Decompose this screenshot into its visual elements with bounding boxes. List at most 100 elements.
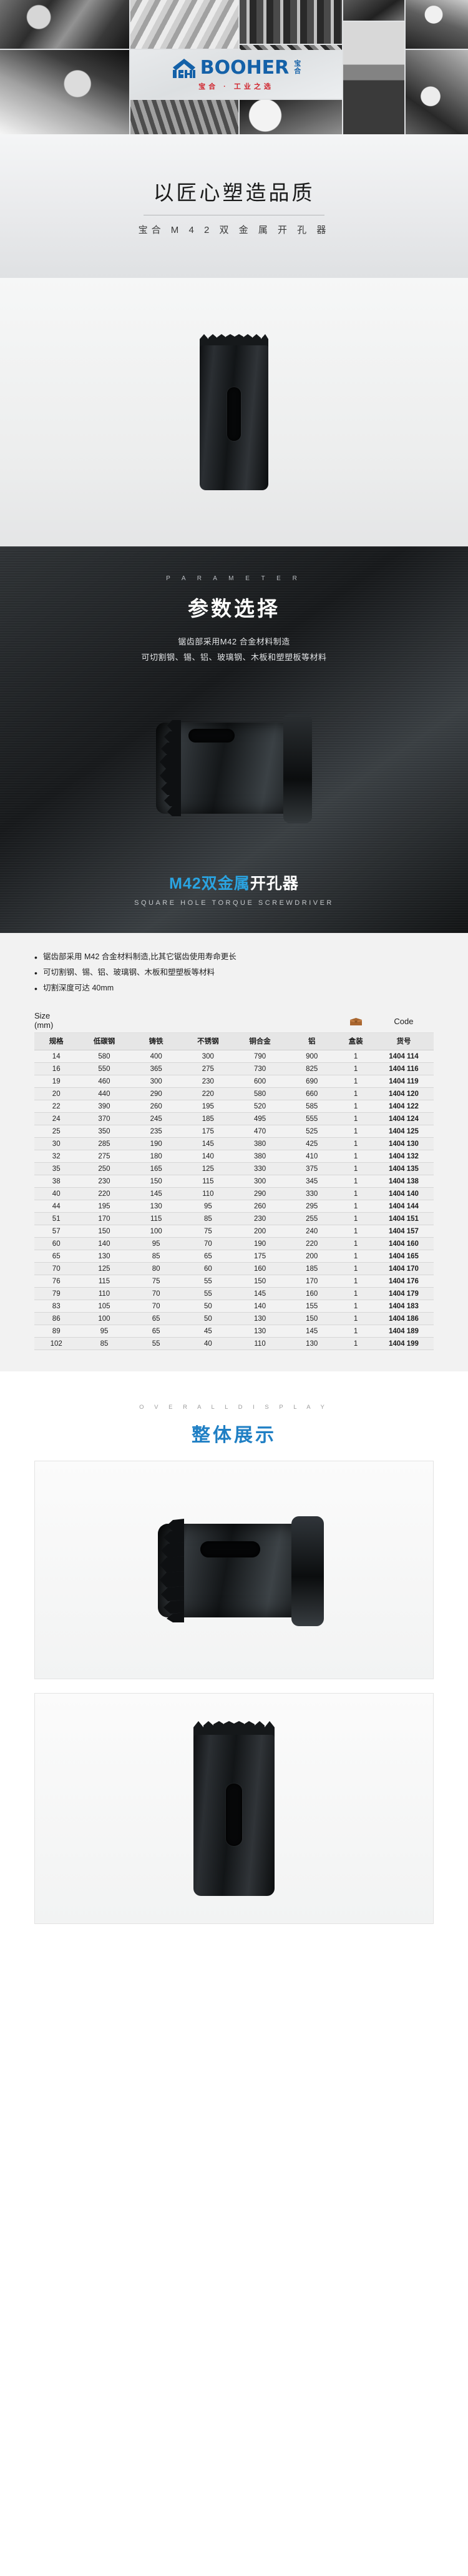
cell-copper-alloy: 380 xyxy=(233,1150,286,1163)
cell-copper-alloy: 130 xyxy=(233,1325,286,1338)
cell-low-carbon-steel: 85 xyxy=(78,1337,130,1351)
cell-code: 1404 138 xyxy=(373,1175,434,1188)
cell-cast-iron: 145 xyxy=(130,1187,182,1201)
header-cn-lowcarbon: 低碳钢 xyxy=(78,1032,130,1051)
table-row: 83 105 70 50 140 155 1 1404 183 xyxy=(34,1300,434,1313)
cell-stainless-steel: 275 xyxy=(182,1062,234,1076)
cell-size: 30 xyxy=(34,1137,79,1151)
brand-logo-plate: BOOHER 宝 合 宝合 · 工业之选 xyxy=(130,50,342,99)
cell-box-qty: 1 xyxy=(338,1312,374,1326)
parameter-kicker: P A R A M E T E R xyxy=(166,575,302,582)
cell-aluminum: 330 xyxy=(286,1187,338,1201)
table-row: 14 580 400 300 790 900 1 1404 114 xyxy=(34,1050,434,1063)
parameter-desc-2: 可切割钢、锡、铝、玻璃钢、木板和塑塑板等材料 xyxy=(141,652,327,662)
cell-low-carbon-steel: 275 xyxy=(78,1150,130,1163)
table-row: 24 370 245 185 495 555 1 1404 124 xyxy=(34,1112,434,1126)
cell-stainless-steel: 95 xyxy=(182,1200,234,1213)
cell-low-carbon-steel: 550 xyxy=(78,1062,130,1076)
table-row: 44 195 130 95 260 295 1 1404 144 xyxy=(34,1200,434,1213)
cell-stainless-steel: 230 xyxy=(182,1075,234,1088)
cell-box-qty: 1 xyxy=(338,1237,374,1251)
hero-subtitle: 宝合 M 4 2 双 金 属 开 孔 器 xyxy=(138,225,330,235)
cell-size: 38 xyxy=(34,1175,79,1188)
table-row: 76 115 75 55 150 170 1 1404 176 xyxy=(34,1275,434,1288)
cell-box-qty: 1 xyxy=(338,1325,374,1338)
cell-size: 83 xyxy=(34,1300,79,1313)
collage-photo-3 xyxy=(240,0,342,44)
cell-aluminum: 240 xyxy=(286,1225,338,1238)
collage-photo-7 xyxy=(343,22,404,134)
table-row: 60 140 95 70 190 220 1 1404 160 xyxy=(34,1237,434,1251)
cell-code: 1404 176 xyxy=(373,1275,434,1288)
cell-code: 1404 151 xyxy=(373,1212,434,1226)
cell-size: 65 xyxy=(34,1250,79,1263)
cell-aluminum: 145 xyxy=(286,1325,338,1338)
table-body: 14 580 400 300 790 900 1 1404 114 16 550 365 275 730… xyxy=(34,1050,434,1351)
cell-size: 60 xyxy=(34,1237,79,1251)
cell-aluminum: 155 xyxy=(286,1300,338,1313)
header-size-unit: (mm) xyxy=(34,1020,54,1030)
cell-low-carbon-steel: 250 xyxy=(78,1162,130,1176)
cell-box-qty: 1 xyxy=(338,1225,374,1238)
cell-cast-iron: 190 xyxy=(130,1137,182,1151)
table-row: 19 460 300 230 600 690 1 1404 119 xyxy=(34,1075,434,1088)
cell-aluminum: 220 xyxy=(286,1237,338,1251)
collage-photo-2 xyxy=(130,0,238,49)
cell-cast-iron: 130 xyxy=(130,1200,182,1213)
cell-size: 102 xyxy=(34,1337,79,1351)
collage-photo-5 xyxy=(406,0,468,49)
hole-saw-illustration-angled xyxy=(156,713,312,823)
table-row: 65 130 85 65 175 200 1 1404 165 xyxy=(34,1250,434,1263)
header-blank-5 xyxy=(286,1007,338,1032)
cell-aluminum: 900 xyxy=(286,1050,338,1063)
cell-stainless-steel: 85 xyxy=(182,1212,234,1226)
cell-aluminum: 170 xyxy=(286,1275,338,1288)
table-row: 22 390 260 195 520 585 1 1404 122 xyxy=(34,1100,434,1113)
cell-code: 1404 132 xyxy=(373,1150,434,1163)
cell-low-carbon-steel: 230 xyxy=(78,1175,130,1188)
cell-copper-alloy: 160 xyxy=(233,1262,286,1276)
cell-low-carbon-steel: 150 xyxy=(78,1225,130,1238)
cell-cast-iron: 115 xyxy=(130,1212,182,1226)
cell-size: 70 xyxy=(34,1262,79,1276)
cell-copper-alloy: 110 xyxy=(233,1337,286,1351)
collage-photo-1 xyxy=(0,0,129,49)
product-name-block: M42双金属开孔器 SQUARE HOLE TORQUE SCREWDRIVER xyxy=(0,871,468,933)
cell-box-qty: 1 xyxy=(338,1187,374,1201)
cell-code: 1404 157 xyxy=(373,1225,434,1238)
cell-stainless-steel: 300 xyxy=(182,1050,234,1063)
cell-low-carbon-steel: 580 xyxy=(78,1050,130,1063)
specification-table: Size (mm) xyxy=(34,1007,434,1351)
cell-box-qty: 1 xyxy=(338,1337,374,1351)
cell-code: 1404 119 xyxy=(373,1075,434,1088)
cell-code: 1404 114 xyxy=(373,1050,434,1063)
cell-size: 76 xyxy=(34,1275,79,1288)
cell-cast-iron: 85 xyxy=(130,1250,182,1263)
header-cn-aluminum: 铝 xyxy=(286,1032,338,1051)
collage-photo-8 xyxy=(406,50,468,134)
table-row: 40 220 145 110 290 330 1 1404 140 xyxy=(34,1187,434,1201)
cell-aluminum: 255 xyxy=(286,1212,338,1226)
cell-box-qty: 1 xyxy=(338,1087,374,1101)
product-detail-page: BOOHER 宝 合 宝合 · 工业之选 以匠心塑造品质 宝合 M 4 2 双 … xyxy=(0,0,468,1965)
cell-copper-alloy: 175 xyxy=(233,1250,286,1263)
cell-stainless-steel: 195 xyxy=(182,1100,234,1113)
cell-cast-iron: 180 xyxy=(130,1150,182,1163)
header-photo-collage: BOOHER 宝 合 宝合 · 工业之选 xyxy=(0,0,468,134)
table-row: 89 95 65 45 130 145 1 1404 189 xyxy=(34,1325,434,1338)
feature-bullet: 可切割钢、锡、铝、玻璃钢、木板和塑塑板等材料 xyxy=(34,964,434,982)
cell-box-qty: 1 xyxy=(338,1050,374,1063)
table-row: 57 150 100 75 200 240 1 1404 157 xyxy=(34,1225,434,1238)
cell-copper-alloy: 130 xyxy=(233,1312,286,1326)
cell-stainless-steel: 220 xyxy=(182,1087,234,1101)
cell-code: 1404 124 xyxy=(373,1112,434,1126)
cell-box-qty: 1 xyxy=(338,1062,374,1076)
hero-title: 以匠心塑造品质 xyxy=(153,181,315,204)
collage-photo-10 xyxy=(240,100,342,134)
cell-box-qty: 1 xyxy=(338,1250,374,1263)
cell-copper-alloy: 300 xyxy=(233,1175,286,1188)
cell-aluminum: 825 xyxy=(286,1062,338,1076)
cell-stainless-steel: 65 xyxy=(182,1250,234,1263)
header-size-label: Size xyxy=(34,1011,51,1021)
cell-stainless-steel: 175 xyxy=(182,1125,234,1138)
